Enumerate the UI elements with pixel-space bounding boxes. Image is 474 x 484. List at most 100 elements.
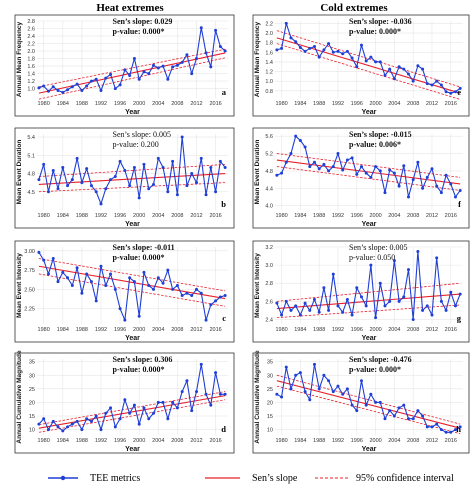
- data-point: [430, 425, 434, 429]
- data-point: [421, 414, 425, 418]
- data-point: [171, 287, 175, 291]
- panel-d: 10 15 20 25 30 35 1980 1984 1988 1992 1996 2000 2004…: [14, 350, 235, 454]
- ci-upper-line: [276, 282, 461, 302]
- data-point: [147, 72, 151, 76]
- sens-slope-text: Sen’s slope: 0.005: [349, 243, 407, 252]
- x-tick-label: 1980: [38, 213, 50, 219]
- series-line: [276, 23, 461, 94]
- x-tick-label: 1980: [38, 327, 50, 333]
- data-point: [152, 182, 156, 186]
- y-tick-label: 2.8: [265, 281, 273, 287]
- data-point: [359, 379, 363, 383]
- data-point: [128, 73, 132, 77]
- data-point: [37, 250, 41, 254]
- data-point: [118, 417, 122, 421]
- x-tick-label: 2008: [407, 213, 419, 219]
- data-point: [132, 57, 136, 61]
- data-point: [37, 422, 41, 426]
- data-point: [383, 417, 387, 421]
- p-value-text: p-value: 0.000*: [113, 27, 165, 36]
- p-value-text: p-value: 0.000*: [113, 253, 165, 262]
- data-point: [190, 294, 194, 298]
- x-tick-label: 2004: [152, 101, 164, 107]
- data-point: [350, 313, 354, 317]
- data-point: [218, 295, 222, 299]
- data-point: [180, 60, 184, 64]
- data-point: [56, 280, 60, 284]
- data-point: [439, 83, 443, 87]
- legend-slope-label: Sen’s slope: [252, 473, 298, 484]
- data-point: [275, 392, 279, 396]
- x-tick-label: 2016: [209, 438, 221, 444]
- data-point: [425, 175, 429, 179]
- data-point: [185, 184, 189, 188]
- data-point: [85, 167, 89, 171]
- data-point: [411, 417, 415, 421]
- data-point: [294, 373, 298, 377]
- data-point: [350, 156, 354, 160]
- y-tick-label: 4.4: [265, 186, 273, 192]
- data-point: [70, 178, 74, 182]
- data-point: [128, 276, 132, 280]
- data-point: [42, 417, 46, 421]
- y-tick-label: 1.8: [27, 57, 35, 63]
- data-point: [109, 72, 113, 76]
- data-point: [289, 36, 293, 40]
- y-tick-label: 2.4: [27, 34, 35, 40]
- data-point: [374, 316, 378, 320]
- data-point: [359, 295, 363, 299]
- data-point: [275, 301, 279, 305]
- y-tick-label: 2.4: [265, 317, 273, 323]
- data-point: [51, 419, 55, 423]
- data-point: [388, 168, 392, 172]
- data-point: [166, 268, 170, 272]
- data-point: [166, 77, 170, 81]
- y-tick-label: 1.2: [27, 79, 35, 85]
- data-point: [94, 299, 98, 303]
- data-point: [416, 160, 420, 164]
- data-point: [175, 406, 179, 410]
- sens-slope-text: Sen’s slope: 0.029: [113, 17, 173, 26]
- data-point: [56, 187, 60, 191]
- data-point: [156, 156, 160, 160]
- x-tick-label: 1992: [95, 327, 107, 333]
- x-axis-label: Year: [362, 446, 377, 453]
- x-tick-label: 1996: [351, 213, 363, 219]
- data-point: [204, 318, 208, 322]
- x-tick-label: 1980: [38, 101, 50, 107]
- data-point: [303, 145, 307, 149]
- x-tick-label: 2000: [133, 101, 145, 107]
- x-tick-label: 2012: [426, 438, 438, 444]
- x-tick-label: 1992: [95, 213, 107, 219]
- x-tick-label: 1996: [114, 438, 126, 444]
- y-tick-label: 2.6: [265, 299, 273, 305]
- data-point: [85, 84, 89, 88]
- data-point: [132, 403, 136, 407]
- data-point: [336, 304, 340, 308]
- y-tick-label: 0.8: [265, 89, 273, 95]
- column-title-cold: Cold extremes: [320, 2, 388, 14]
- data-point: [444, 308, 448, 312]
- data-point: [209, 303, 213, 307]
- x-tick-label: 1996: [114, 213, 126, 219]
- panel-frame: [252, 127, 470, 229]
- x-tick-label: 2012: [190, 213, 202, 219]
- data-point: [359, 43, 363, 47]
- data-point: [166, 417, 170, 421]
- data-point: [194, 287, 198, 291]
- x-tick-label: 1988: [313, 438, 325, 444]
- data-point: [388, 67, 392, 71]
- data-point: [171, 65, 175, 69]
- data-point: [345, 298, 349, 302]
- panel-b: 4.5 4.8 5.1 5.4 1980 1984 1988 1992 1996 2000 2004…: [14, 127, 235, 229]
- y-tick-label: 30: [267, 373, 273, 379]
- x-tick-label: 1980: [38, 438, 50, 444]
- data-point: [322, 286, 326, 290]
- data-point: [444, 173, 448, 177]
- data-point: [458, 425, 462, 429]
- data-point: [85, 417, 89, 421]
- data-point: [85, 272, 89, 276]
- data-point: [322, 48, 326, 52]
- x-tick-label: 2000: [369, 327, 381, 333]
- data-point: [118, 307, 122, 311]
